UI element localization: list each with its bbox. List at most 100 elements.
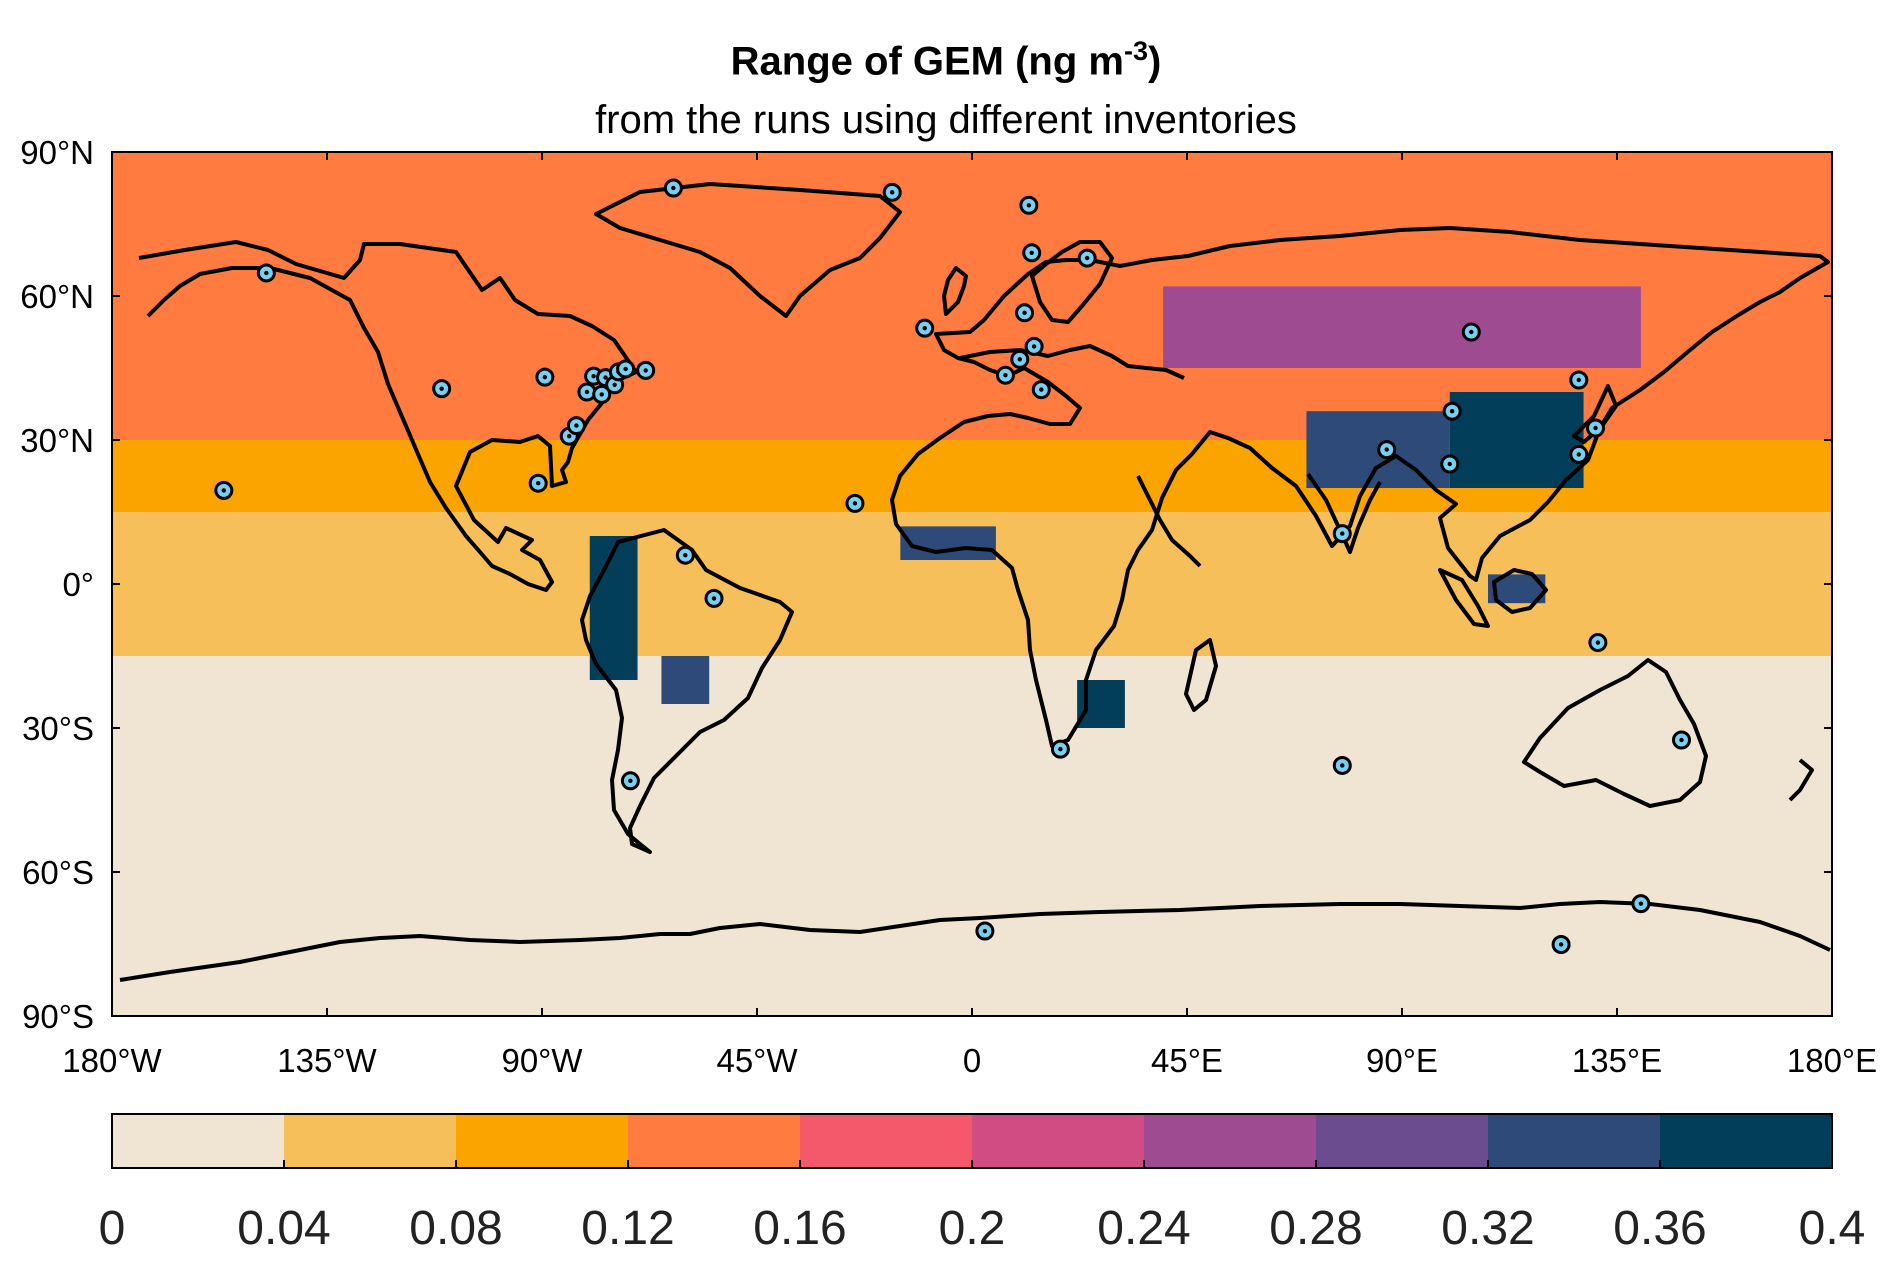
station-marker-22 [1019, 195, 1039, 215]
station-marker-42 [975, 921, 995, 941]
latitude-axis: 90°N 60°N 30°N 0° 30°S 60°S 90°S [20, 134, 1832, 1035]
lat-tick-label: 60°N [20, 278, 94, 315]
colorbar-tick-label: 0.24 [1097, 1202, 1190, 1255]
station-marker-20 [845, 493, 865, 513]
hotspot-4 [661, 656, 710, 704]
colorbar-swatch-1 [284, 1114, 456, 1168]
lat-tick-label: 30°N [20, 422, 94, 459]
colorbar-swatch-8 [1488, 1114, 1660, 1168]
station-marker-41 [1332, 755, 1352, 775]
lon-tick-label: 45°E [1151, 1042, 1223, 1079]
colorbar-swatch-0 [112, 1114, 284, 1168]
colorbar-swatch-9 [1660, 1114, 1832, 1168]
station-marker-1 [214, 480, 234, 500]
hotspot-6 [900, 526, 996, 560]
colorbar-tick-label: 0.28 [1269, 1202, 1362, 1255]
station-marker-38 [1569, 444, 1589, 464]
station-marker-31 [1332, 524, 1352, 544]
coast-mediterranean-north [959, 344, 1185, 380]
coast-india [1306, 472, 1382, 554]
colorbar-swatch-4 [800, 1114, 972, 1168]
lon-tick-label: 45°W [716, 1042, 798, 1079]
coast-red-sea [1136, 475, 1202, 568]
station-marker-29 [1031, 380, 1051, 400]
station-marker-15 [663, 178, 683, 198]
station-marker-30 [1050, 739, 1070, 759]
station-marker-13 [636, 360, 656, 380]
lat-tick-label: 90°S [22, 998, 94, 1035]
station-marker-43 [1551, 934, 1571, 954]
colorbar-tick-label: 0.16 [753, 1202, 846, 1255]
station-marker-32 [1377, 440, 1397, 460]
lon-tick-label: 0 [963, 1042, 981, 1079]
station-marker-37 [1586, 418, 1605, 438]
colorbar-tick-label: 0.12 [581, 1202, 674, 1255]
station-marker-18 [675, 545, 695, 565]
lon-tick-label: 180°E [1787, 1042, 1877, 1079]
colorbar-tick-label: 0.36 [1613, 1202, 1706, 1255]
station-marker-21 [915, 318, 935, 338]
colorbar-tick-label: 0.04 [237, 1202, 330, 1255]
colorbar-tick-label: 0.32 [1441, 1202, 1534, 1255]
colorbar-swatch-3 [628, 1114, 800, 1168]
station-marker-12 [616, 359, 636, 379]
hotspot-2 [1163, 286, 1641, 368]
lat-tick-label: 60°S [22, 854, 94, 891]
station-marker-39 [1588, 633, 1608, 653]
colorbar-tick-label: 0 [99, 1202, 126, 1255]
coast-south-america [580, 528, 794, 854]
colorbar-tick-label: 0.4 [1799, 1202, 1866, 1255]
lon-tick-label: 135°W [277, 1042, 377, 1079]
station-marker-40 [1672, 730, 1691, 750]
station-marker-6 [577, 382, 597, 402]
hotspot-0 [1449, 392, 1584, 488]
lon-tick-label: 135°E [1572, 1042, 1662, 1079]
coastlines [119, 182, 1831, 982]
colorbar: 0 0.04 0.08 0.12 0.16 0.2 0.24 0.28 0.32 0.36 0.4 [99, 1113, 1866, 1255]
hotspot-layer [589, 286, 1641, 728]
lon-tick-label: 180°W [62, 1042, 162, 1079]
background-bands [112, 152, 1832, 1016]
station-marker-36 [1569, 370, 1589, 390]
lat-tick-label: 90°N [20, 134, 94, 171]
station-marker-35 [1461, 322, 1481, 342]
coast-eurasia-africa [890, 226, 1830, 748]
station-marker-33 [1442, 401, 1462, 421]
station-marker-7 [592, 384, 612, 404]
coast-antarctica [119, 900, 1831, 982]
coast-greenland [594, 182, 902, 318]
coast-japan [1572, 384, 1618, 444]
colorbar-swatch-2 [456, 1114, 628, 1168]
coast-sumatra [1438, 568, 1490, 628]
coast-new-zealand [1788, 758, 1814, 802]
colorbar-tick-label: 0.08 [409, 1202, 502, 1255]
station-marker-28 [995, 365, 1015, 385]
lon-tick-label: 90°E [1366, 1042, 1438, 1079]
lon-tick-label: 90°W [501, 1042, 583, 1079]
coast-australia [1522, 658, 1708, 808]
lat-tick-label: 0° [62, 566, 94, 603]
map-title: Range of GEM (ng m-3) [730, 36, 1162, 84]
band-3 [112, 656, 1832, 1016]
station-marker-5 [566, 416, 586, 436]
station-marker-17 [704, 588, 724, 608]
station-marker-34 [1440, 454, 1460, 474]
coast-scandinavia [1030, 240, 1114, 324]
coast-borneo [1492, 568, 1548, 614]
station-marker-14 [528, 473, 548, 493]
coast-madagascar [1184, 638, 1218, 712]
colorbar-swatch-7 [1316, 1114, 1488, 1168]
station-marker-16 [882, 182, 902, 202]
station-markers [214, 178, 1691, 954]
station-marker-2 [432, 379, 452, 399]
station-marker-23 [1022, 243, 1042, 263]
longitude-axis: 180°W 135°W 90°W 45°W 0 45°E 90°E 135°E 180°E [62, 152, 1877, 1079]
station-marker-3 [535, 367, 555, 387]
station-marker-19 [620, 771, 640, 791]
lat-tick-label: 30°S [22, 710, 94, 747]
station-marker-44 [1631, 894, 1651, 914]
map-subtitle: from the runs using different inventorie… [595, 98, 1297, 142]
hotspot-3 [589, 536, 638, 680]
station-marker-26 [1024, 336, 1044, 356]
